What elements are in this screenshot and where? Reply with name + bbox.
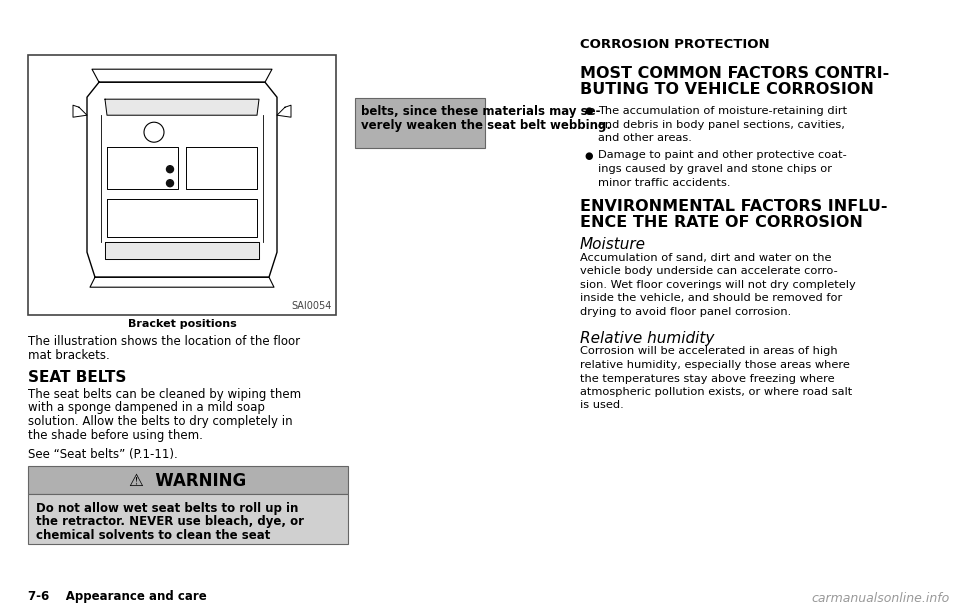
Text: Accumulation of sand, dirt and water on the: Accumulation of sand, dirt and water on …: [580, 253, 831, 263]
Text: The illustration shows the location of the floor: The illustration shows the location of t…: [28, 335, 300, 348]
Text: carmanualsonline.info: carmanualsonline.info: [812, 592, 950, 605]
Polygon shape: [90, 277, 274, 287]
Text: 7-6    Appearance and care: 7-6 Appearance and care: [28, 590, 206, 603]
Text: is used.: is used.: [580, 400, 624, 411]
Text: The seat belts can be cleaned by wiping them: The seat belts can be cleaned by wiping …: [28, 388, 301, 401]
Text: Damage to paint and other protective coat-: Damage to paint and other protective coa…: [598, 150, 847, 161]
Text: sion. Wet floor coverings will not dry completely: sion. Wet floor coverings will not dry c…: [580, 280, 855, 290]
FancyBboxPatch shape: [28, 55, 336, 315]
FancyBboxPatch shape: [355, 98, 485, 148]
Text: SAI0054: SAI0054: [292, 301, 332, 311]
Text: CORROSION PROTECTION: CORROSION PROTECTION: [580, 38, 770, 51]
Polygon shape: [277, 105, 291, 117]
Text: chemical solvents to clean the seat: chemical solvents to clean the seat: [36, 529, 271, 542]
Text: ⚠  WARNING: ⚠ WARNING: [130, 472, 247, 490]
Text: and debris in body panel sections, cavities,: and debris in body panel sections, cavit…: [598, 120, 845, 130]
Text: ENVIRONMENTAL FACTORS INFLU-: ENVIRONMENTAL FACTORS INFLU-: [580, 199, 887, 214]
Text: Bracket positions: Bracket positions: [128, 319, 236, 329]
Text: relative humidity, especially those areas where: relative humidity, especially those area…: [580, 360, 850, 370]
Text: Do not allow wet seat belts to roll up in: Do not allow wet seat belts to roll up i…: [36, 502, 299, 515]
Text: Moisture: Moisture: [580, 237, 646, 252]
Text: BUTING TO VEHICLE CORROSION: BUTING TO VEHICLE CORROSION: [580, 82, 874, 97]
Text: solution. Allow the belts to dry completely in: solution. Allow the belts to dry complet…: [28, 415, 293, 428]
Polygon shape: [105, 99, 259, 115]
Polygon shape: [107, 199, 257, 237]
Text: vehicle body underside can accelerate corro-: vehicle body underside can accelerate co…: [580, 266, 838, 277]
Circle shape: [166, 180, 174, 187]
FancyBboxPatch shape: [28, 466, 348, 494]
Text: and other areas.: and other areas.: [598, 133, 692, 143]
Text: inside the vehicle, and should be removed for: inside the vehicle, and should be remove…: [580, 293, 842, 304]
Polygon shape: [87, 82, 277, 277]
Text: MOST COMMON FACTORS CONTRI-: MOST COMMON FACTORS CONTRI-: [580, 66, 889, 81]
Text: atmospheric pollution exists, or where road salt: atmospheric pollution exists, or where r…: [580, 387, 852, 397]
Text: Corrosion will be accelerated in areas of high: Corrosion will be accelerated in areas o…: [580, 346, 838, 356]
Text: SEAT BELTS: SEAT BELTS: [28, 370, 127, 385]
Polygon shape: [92, 69, 272, 82]
Polygon shape: [186, 147, 257, 189]
Text: the temperatures stay above freezing where: the temperatures stay above freezing whe…: [580, 373, 834, 384]
Text: ings caused by gravel and stone chips or: ings caused by gravel and stone chips or: [598, 164, 832, 174]
Text: Relative humidity: Relative humidity: [580, 331, 714, 345]
Polygon shape: [107, 147, 178, 189]
Text: with a sponge dampened in a mild soap: with a sponge dampened in a mild soap: [28, 401, 265, 414]
Text: the shade before using them.: the shade before using them.: [28, 428, 203, 442]
Text: mat brackets.: mat brackets.: [28, 349, 109, 362]
Text: ●: ●: [584, 150, 592, 161]
Text: minor traffic accidents.: minor traffic accidents.: [598, 178, 731, 188]
FancyBboxPatch shape: [28, 494, 348, 544]
Text: belts, since these materials may se-: belts, since these materials may se-: [361, 105, 601, 118]
Circle shape: [166, 166, 174, 173]
Text: drying to avoid floor panel corrosion.: drying to avoid floor panel corrosion.: [580, 307, 791, 317]
Polygon shape: [73, 105, 87, 117]
Text: The accumulation of moisture-retaining dirt: The accumulation of moisture-retaining d…: [598, 106, 847, 116]
Polygon shape: [105, 242, 259, 259]
Text: See “Seat belts” (P.1-11).: See “Seat belts” (P.1-11).: [28, 448, 178, 461]
Text: ENCE THE RATE OF CORROSION: ENCE THE RATE OF CORROSION: [580, 215, 863, 230]
Text: ●: ●: [584, 106, 592, 116]
Text: the retractor. NEVER use bleach, dye, or: the retractor. NEVER use bleach, dye, or: [36, 516, 304, 529]
Text: verely weaken the seat belt webbing.: verely weaken the seat belt webbing.: [361, 119, 611, 131]
Ellipse shape: [149, 130, 159, 134]
